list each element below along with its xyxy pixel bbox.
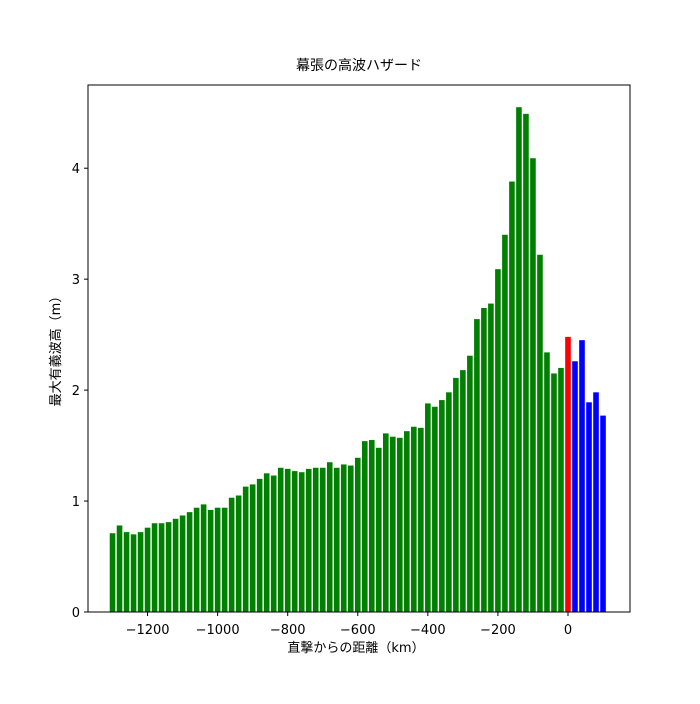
bar — [446, 392, 452, 612]
bar — [123, 532, 130, 612]
x-tick-label: 0 — [564, 623, 572, 638]
bar — [593, 392, 599, 612]
bar — [270, 475, 277, 612]
bar — [361, 441, 368, 612]
bar — [375, 447, 382, 612]
bar — [172, 518, 179, 612]
bar — [333, 467, 340, 612]
bar — [572, 361, 578, 612]
bar — [516, 107, 522, 612]
bar — [242, 486, 249, 612]
bar — [565, 336, 571, 612]
x-tick-label: −1200 — [126, 623, 170, 638]
bar — [368, 440, 375, 612]
y-tick-label: 1 — [72, 495, 80, 510]
x-tick-label: −200 — [480, 623, 516, 638]
chart-title: 幕張の高波ハザード — [296, 57, 422, 74]
bar — [523, 113, 529, 612]
y-tick-label: 3 — [72, 273, 80, 288]
bar — [474, 319, 480, 612]
bar — [263, 473, 270, 612]
plot-frame — [87, 84, 631, 613]
bar — [354, 457, 361, 612]
bar — [397, 437, 403, 612]
bar — [544, 352, 550, 612]
bar — [509, 181, 515, 612]
bar — [551, 373, 557, 612]
bar — [600, 415, 606, 612]
bar — [151, 523, 158, 612]
bar — [460, 370, 466, 612]
bar — [165, 522, 172, 612]
bar — [214, 507, 221, 612]
bar — [579, 340, 585, 612]
bar — [186, 512, 193, 612]
x-tick-label: −1000 — [196, 623, 240, 638]
bar — [158, 523, 165, 612]
x-tick-label: −600 — [340, 623, 376, 638]
bar — [530, 158, 536, 612]
bar — [390, 436, 396, 612]
bar — [418, 427, 424, 612]
bar — [144, 527, 151, 612]
bar — [326, 462, 333, 612]
bar — [347, 465, 354, 612]
bar — [425, 403, 431, 612]
bar — [137, 532, 144, 612]
bar — [502, 234, 508, 613]
bar — [319, 467, 326, 612]
bar — [537, 254, 543, 612]
bar — [312, 467, 319, 612]
bar — [228, 497, 235, 612]
bar — [439, 400, 445, 612]
x-axis-label: 直撃からの距離（km） — [287, 640, 424, 656]
bar — [179, 515, 186, 612]
bar — [586, 402, 592, 612]
bar — [305, 468, 312, 612]
y-axis-label: 最大有義波高（m） — [48, 290, 64, 407]
bar — [235, 495, 242, 612]
bar — [207, 509, 214, 612]
bar — [453, 377, 459, 612]
bar — [116, 525, 123, 612]
x-tick-label: −400 — [410, 623, 446, 638]
bar — [340, 464, 347, 612]
bar — [249, 484, 256, 612]
bar — [404, 431, 410, 612]
bar — [256, 478, 263, 612]
bar — [200, 504, 207, 612]
y-tick-label: 0 — [72, 606, 80, 621]
bar — [432, 406, 438, 612]
bar — [298, 472, 305, 612]
y-tick-label: 4 — [72, 162, 80, 177]
bar — [558, 367, 564, 612]
bar — [382, 433, 389, 612]
x-tick-label: −800 — [270, 623, 306, 638]
bar — [277, 467, 284, 612]
bar — [481, 308, 487, 612]
y-tick-label: 2 — [72, 384, 80, 399]
bar — [488, 303, 494, 612]
bar — [221, 507, 228, 612]
bar — [495, 269, 501, 612]
bar — [130, 534, 137, 612]
bar — [467, 355, 473, 612]
bar — [411, 426, 417, 612]
bar — [109, 533, 116, 612]
bar — [193, 507, 200, 612]
bar — [291, 471, 298, 612]
bar — [284, 468, 291, 612]
